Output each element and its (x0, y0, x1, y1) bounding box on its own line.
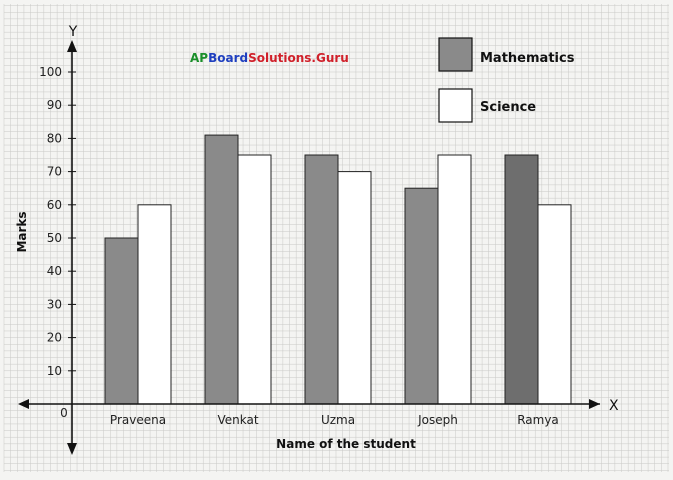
x-category-labels: Praveena Venkat Uzma Joseph Ramya (110, 413, 559, 427)
y-tick-label: 70 (47, 165, 62, 179)
legend-label-science: Science (480, 100, 536, 115)
y-axis-title: Marks (15, 211, 29, 252)
y-axis-arrow-down (67, 443, 77, 455)
x-tick-label: Uzma (321, 413, 355, 427)
bar-mathematics-uzma (304, 154, 339, 405)
y-axis-arrow-up (67, 40, 77, 52)
legend: Mathematics Science (438, 37, 575, 123)
x-axis-arrow-left (18, 399, 29, 409)
y-tick-label: 50 (47, 231, 62, 245)
bar-mathematics-venkat (204, 134, 239, 405)
x-tick-label: Venkat (217, 413, 258, 427)
y-tick-label: 30 (47, 297, 62, 311)
x-axis-arrow-right (589, 399, 600, 409)
legend-label-mathematics: Mathematics (480, 51, 575, 66)
bar-mathematics-ramya (504, 154, 539, 405)
bar-science-uzma (337, 171, 372, 405)
x-axis-title: Name of the student (276, 437, 416, 451)
bar-science-joseph (437, 154, 472, 405)
watermark-part-board: Board (208, 51, 248, 65)
x-tick-label: Joseph (417, 413, 458, 427)
y-tick-label: 10 (47, 364, 62, 378)
y-tick-labels: 10 20 30 40 50 60 70 80 90 100 (39, 65, 76, 378)
bar-science-ramya (537, 204, 572, 405)
x-tick-label: Praveena (110, 413, 166, 427)
origin-label: 0 (60, 406, 68, 420)
bar-science-venkat (237, 154, 272, 405)
watermark-text: APBoardSolutions.Guru (190, 51, 349, 65)
y-axis-letter: Y (68, 24, 78, 40)
x-axis-letter: X (609, 398, 619, 414)
bar-science-praveena (137, 204, 172, 405)
legend-swatch-mathematics (438, 37, 473, 72)
y-tick-label: 60 (47, 198, 62, 212)
bar-mathematics-praveena (104, 237, 139, 405)
y-tick-label: 90 (47, 98, 62, 112)
x-tick-label: Ramya (517, 413, 559, 427)
legend-swatch-science (438, 88, 473, 123)
axes (18, 40, 600, 455)
y-tick-label: 40 (47, 264, 62, 278)
y-tick-label: 100 (39, 65, 62, 79)
watermark-part-ap: AP (190, 51, 208, 65)
bars (104, 134, 572, 405)
watermark-part-solutions: Solutions.Guru (248, 51, 349, 65)
y-tick-label: 20 (47, 331, 62, 345)
bar-mathematics-joseph (404, 187, 439, 405)
y-tick-label: 80 (47, 131, 62, 145)
